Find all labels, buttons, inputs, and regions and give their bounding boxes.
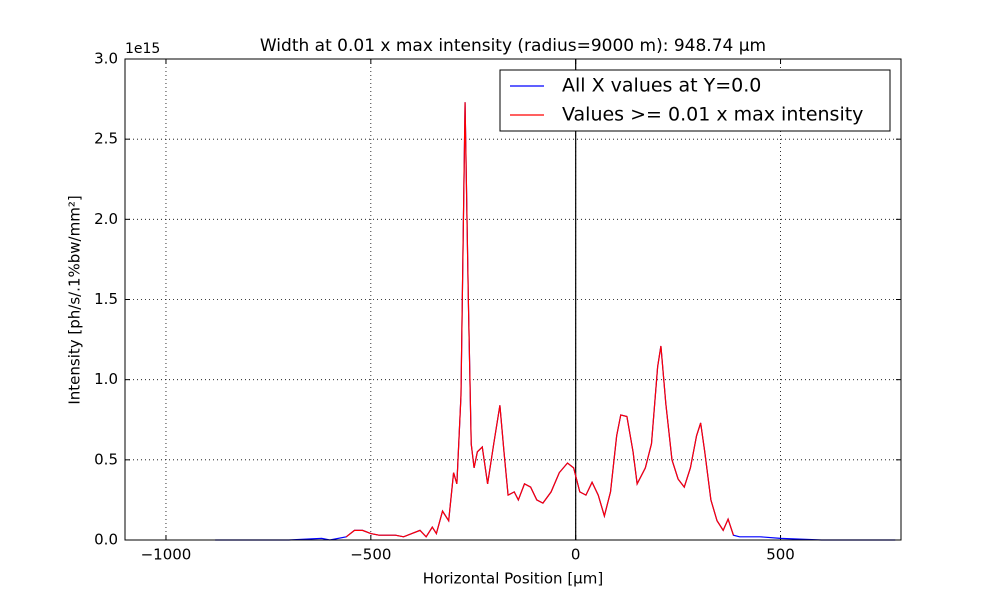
legend-label: Values >= 0.01 x max intensity — [562, 104, 863, 126]
y-axis-label: Intensity [ph/s/.1%bw/mm²] — [66, 195, 84, 404]
y-tick-label: 0.5 — [94, 450, 118, 468]
y-tick-label: 2.5 — [94, 130, 118, 148]
x-tick-label: 500 — [766, 546, 795, 564]
x-tick-label: 0 — [571, 546, 581, 564]
y-tick-label: 1.5 — [94, 290, 118, 308]
chart-title: Width at 0.01 x max intensity (radius=90… — [260, 36, 766, 56]
x-axis-label: Horizontal Position [µm] — [423, 570, 603, 588]
y-tick-label: 0.0 — [94, 531, 118, 549]
data-line — [345, 102, 734, 538]
legend-label: All X values at Y=0.0 — [562, 75, 761, 97]
plot-frame — [124, 58, 902, 541]
x-tick-label: −500 — [350, 546, 391, 564]
y-tick-label: 3.0 — [94, 50, 118, 68]
x-tick-label: −1000 — [141, 546, 192, 564]
legend-box — [499, 69, 891, 132]
y-tick-label: 1.0 — [94, 370, 118, 388]
y-tick-label: 2.0 — [94, 210, 118, 228]
y-offset-label: 1e15 — [125, 41, 160, 57]
